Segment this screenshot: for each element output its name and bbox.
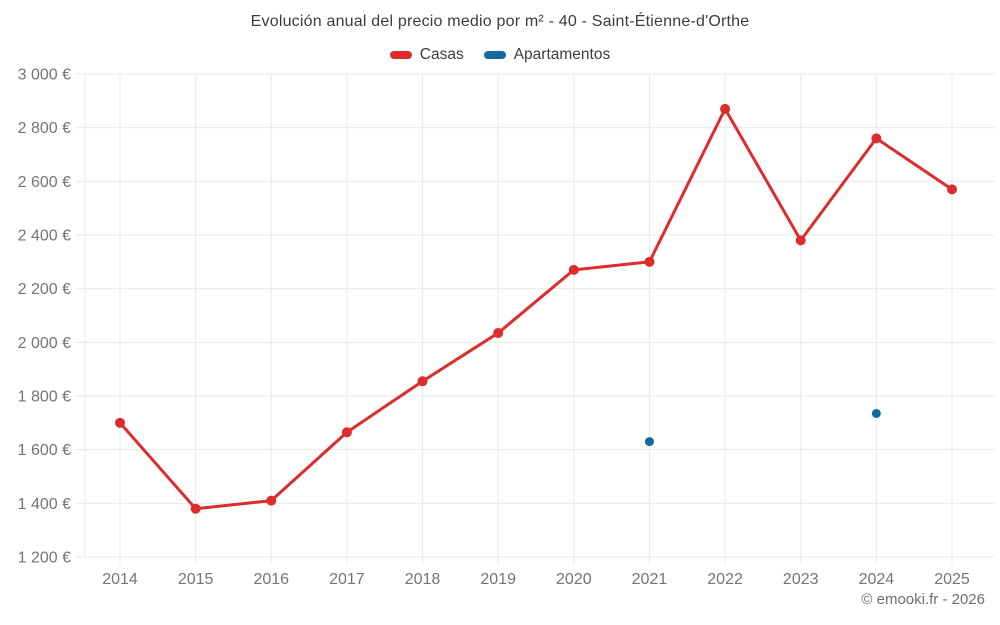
x-tick-label: 2019 <box>480 571 516 588</box>
y-tick-label: 1 400 € <box>18 496 71 513</box>
legend-item-apartamentos[interactable]: Apartamentos <box>483 46 611 64</box>
data-point-casas-2017[interactable] <box>341 427 352 438</box>
x-tick-label: 2024 <box>859 571 895 588</box>
data-point-casas-2022[interactable] <box>720 103 731 114</box>
footer-credit: © emooki.fr - 2026 <box>861 591 985 608</box>
x-tick-label: 2017 <box>329 571 365 588</box>
y-tick-label: 2 000 € <box>18 335 71 352</box>
y-tick-label: 1 600 € <box>18 442 71 459</box>
x-tick-label: 2020 <box>556 571 592 588</box>
x-tick-label: 2021 <box>632 571 668 588</box>
data-point-casas-2015[interactable] <box>190 503 201 514</box>
data-point-apartamentos-2021[interactable] <box>644 437 654 447</box>
chart-legend: Casas Apartamentos <box>0 46 1000 64</box>
legend-label-casas: Casas <box>419 46 464 63</box>
series-line-casas <box>118 107 954 511</box>
data-point-casas-2020[interactable] <box>568 264 579 275</box>
data-point-casas-2024[interactable] <box>871 133 882 144</box>
legend-swatch-casas <box>389 51 412 59</box>
x-tick-label: 2022 <box>707 571 743 588</box>
data-point-casas-2018[interactable] <box>417 376 428 387</box>
data-point-casas-2019[interactable] <box>493 327 504 338</box>
legend-label-apartamentos: Apartamentos <box>513 46 611 63</box>
data-point-casas-2023[interactable] <box>795 235 806 246</box>
y-tick-label: 1 200 € <box>18 550 71 567</box>
y-tick-label: 1 800 € <box>18 389 71 406</box>
y-tick-label: 2 200 € <box>18 281 71 298</box>
y-tick-label: 2 400 € <box>18 228 71 245</box>
chart-title: Evolución anual del precio medio por m² … <box>250 13 750 30</box>
y-tick-label: 2 600 € <box>18 174 71 191</box>
legend-item-casas[interactable]: Casas <box>389 46 464 64</box>
x-tick-label: 2014 <box>102 571 138 588</box>
x-tick-label: 2018 <box>405 571 441 588</box>
data-point-casas-2014[interactable] <box>115 417 125 428</box>
data-point-casas-2021[interactable] <box>644 256 655 267</box>
data-point-apartamentos-2024[interactable] <box>871 408 881 418</box>
x-tick-label: 2025 <box>934 571 970 588</box>
y-tick-label: 2 800 € <box>18 120 71 137</box>
data-point-casas-2025[interactable] <box>947 184 957 195</box>
x-tick-label: 2015 <box>178 571 214 588</box>
y-tick-label: 3 000 € <box>18 67 71 84</box>
x-tick-label: 2023 <box>783 571 819 588</box>
data-point-casas-2016[interactable] <box>266 495 277 506</box>
legend-swatch-apartamentos <box>483 51 506 59</box>
x-tick-label: 2016 <box>253 571 289 588</box>
